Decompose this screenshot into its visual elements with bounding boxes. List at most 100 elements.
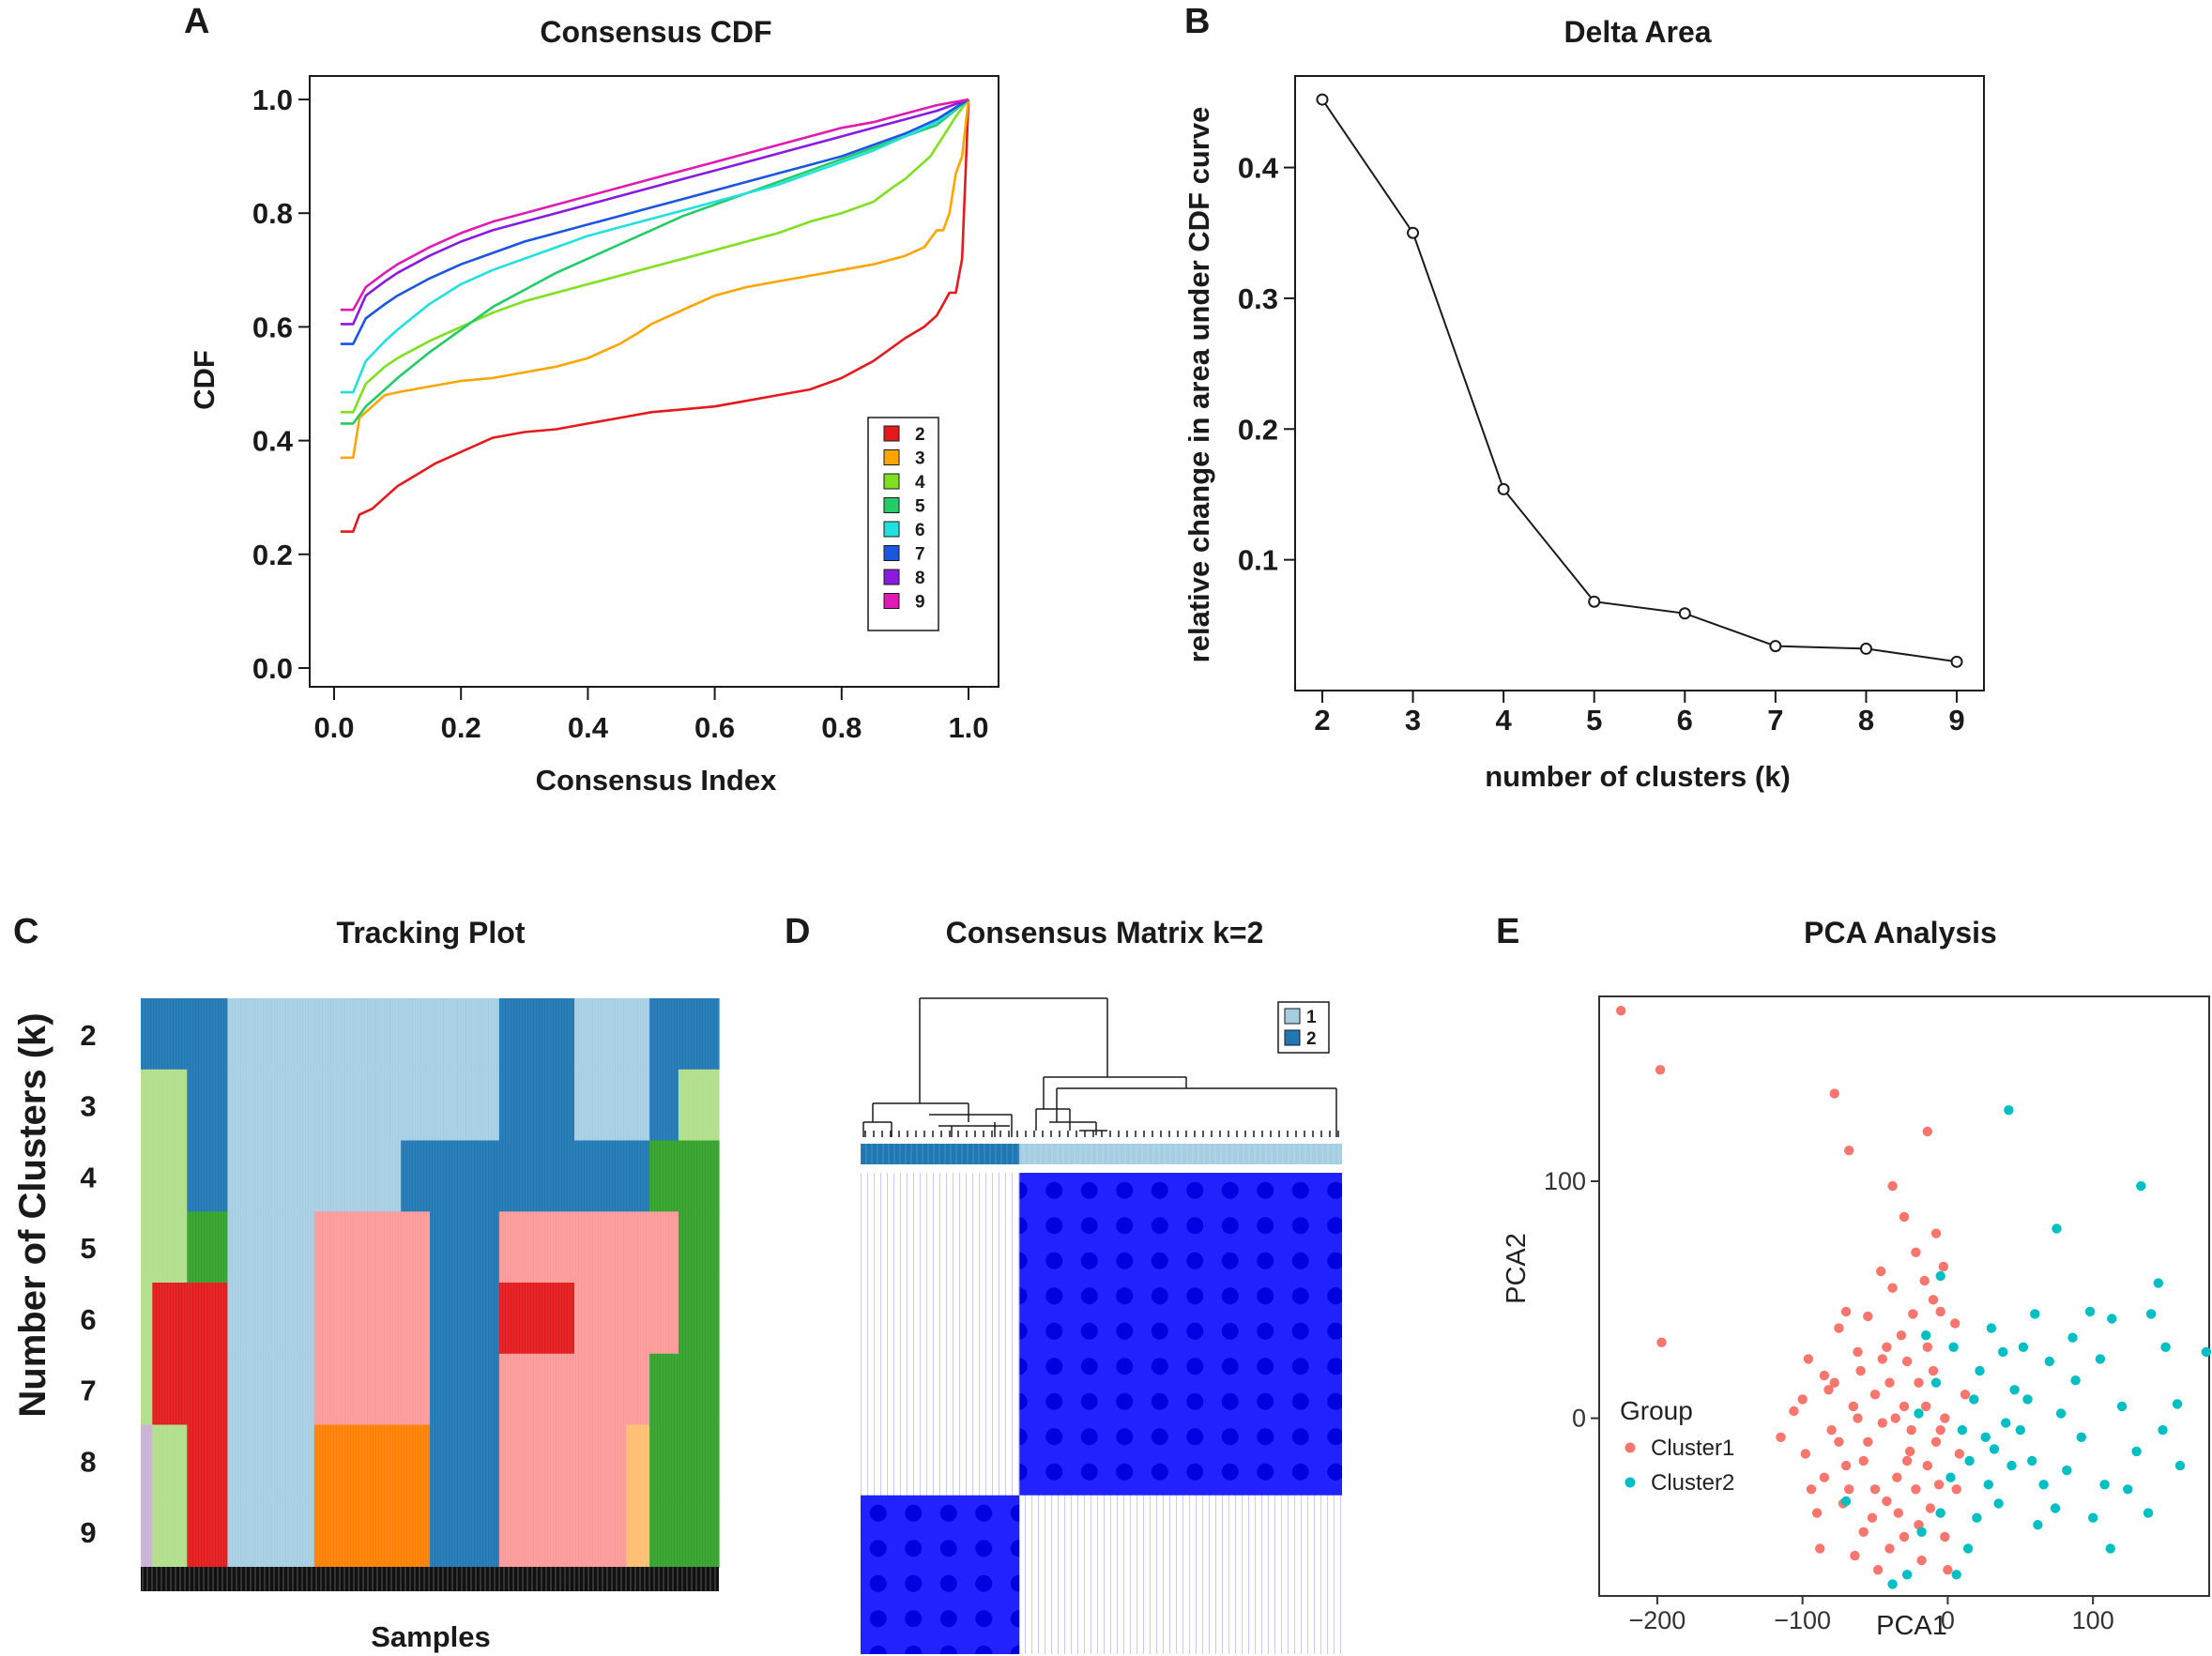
pca-point-cluster2 — [1962, 1543, 1974, 1554]
pca-point-cluster1 — [1863, 1311, 1873, 1322]
legend-swatch-k3 — [883, 449, 900, 465]
x-tick-label-a: 0.6 — [694, 711, 735, 744]
pca-point-cluster1 — [1616, 1006, 1626, 1016]
pca-point-cluster1 — [1930, 1228, 1942, 1238]
tracking-cell — [430, 1283, 500, 1355]
panel-label-e: E — [1496, 912, 1519, 951]
legend-swatch-k4 — [883, 473, 900, 490]
tracking-cell — [141, 1496, 153, 1568]
legend-label-2: 2 — [1306, 1029, 1317, 1049]
legend-label-k6: 6 — [915, 521, 925, 540]
pca-point-cluster2 — [1980, 1432, 1991, 1443]
pca-point-cluster2 — [1986, 1323, 1997, 1333]
pca-point-cluster1 — [1960, 1390, 1971, 1400]
panel-b: B Delta Area 0.1 0.2 0.3 0.4 2 3 4 5 6 7 8 9 numbe… — [1182, 2, 1985, 793]
pca-point-cluster2 — [2145, 1309, 2157, 1319]
legend-label-k3: 3 — [915, 449, 925, 469]
x-tick-label-b: 6 — [1677, 704, 1693, 737]
cdf-line-k4 — [340, 99, 970, 414]
row-label-k4: 4 — [80, 1161, 97, 1193]
pca-point-cluster2 — [1975, 1365, 1985, 1376]
pca-point-cluster1 — [1882, 1342, 1892, 1353]
tracking-cell — [285, 1283, 315, 1355]
tracking-cell — [498, 1283, 575, 1355]
tracking-cell — [678, 1211, 720, 1284]
pca-point-cluster2 — [2033, 1520, 2043, 1530]
pca-point-cluster1 — [1850, 1550, 1860, 1561]
pca-point-cluster1 — [1887, 1180, 1898, 1192]
pca-point-cluster2 — [1945, 1472, 1956, 1482]
pca-point-cluster2 — [2105, 1543, 2115, 1554]
tracking-cell — [626, 998, 650, 1071]
pca-point-cluster1 — [1869, 1484, 1881, 1495]
tracking-cell — [401, 1424, 431, 1496]
pca-point-cluster1 — [1950, 1318, 1960, 1329]
tracking-cell — [649, 1283, 679, 1355]
pca-point-cluster2 — [1972, 1512, 1982, 1523]
tracking-cell — [649, 1496, 679, 1568]
pca-point-cluster2 — [2050, 1503, 2061, 1513]
tracking-cell — [678, 1069, 720, 1142]
y-tick-label-a: 0.4 — [252, 425, 294, 458]
pca-point-cluster1 — [1914, 1377, 1924, 1388]
pca-point-cluster2 — [1998, 1346, 2008, 1358]
legend-swatch-k7 — [883, 545, 900, 561]
pca-point-cluster1 — [1908, 1309, 1918, 1319]
pca-point-cluster2 — [2022, 1394, 2033, 1405]
legend-label-1: 1 — [1306, 1008, 1317, 1027]
legend-swatch-2 — [1284, 1029, 1301, 1046]
panel-label-c: C — [13, 912, 38, 951]
row-label-k7: 7 — [80, 1375, 96, 1407]
tracking-cell — [401, 1140, 431, 1212]
chart-title-c: Tracking Plot — [337, 916, 526, 950]
pca-point-cluster2 — [1964, 1455, 1975, 1466]
pca-point-cluster2 — [2123, 1484, 2133, 1495]
delta-area-line — [1321, 99, 1958, 663]
pca-point-cluster2 — [2009, 1385, 2020, 1395]
x-tick-label-a: 0.0 — [313, 711, 354, 744]
pca-point-cluster1 — [1655, 1065, 1666, 1075]
tracking-cell — [401, 1353, 431, 1426]
row-label-k3: 3 — [80, 1090, 96, 1123]
x-axis-label-a: Consensus Index — [536, 764, 777, 797]
pca-point-cluster2 — [2015, 1425, 2025, 1436]
x-tick-label-b: 8 — [1858, 704, 1874, 737]
tracking-cell — [401, 1283, 431, 1355]
legend-label-k8: 8 — [915, 569, 925, 588]
ticks-e: −200 −100 0 100 0 100 — [1544, 1167, 2114, 1634]
pca-point-cluster2 — [2160, 1342, 2171, 1353]
pca-point-cluster2 — [2143, 1508, 2154, 1518]
pca-point-cluster1 — [1867, 1512, 1878, 1523]
tracking-cell — [401, 1496, 431, 1568]
tracking-cell — [187, 1424, 228, 1496]
pca-point-cluster1 — [1928, 1365, 1939, 1376]
tracking-grid — [141, 998, 720, 1568]
delta-point-k3 — [1407, 226, 1420, 239]
pca-point-cluster1 — [1656, 1337, 1667, 1348]
sample-bar-ticks — [142, 1567, 716, 1591]
pca-point-cluster2 — [1901, 1570, 1913, 1580]
pca-point-cluster2 — [1921, 1330, 1931, 1341]
pca-point-cluster1 — [1893, 1508, 1904, 1518]
pca-point-cluster2 — [2070, 1375, 2081, 1386]
legend-a: 2 3 4 5 6 7 8 9 — [867, 417, 939, 631]
pca-point-cluster2 — [2006, 1460, 2017, 1471]
pca-point-cluster1 — [1892, 1472, 1902, 1482]
pca-point-cluster1 — [1899, 1401, 1910, 1412]
pca-point-cluster1 — [1901, 1455, 1913, 1466]
pca-point-cluster1 — [1834, 1436, 1844, 1448]
pca-point-cluster1 — [1844, 1484, 1854, 1495]
tracking-cell — [574, 1211, 627, 1284]
pca-point-cluster2 — [1951, 1570, 1961, 1580]
tracking-cell — [574, 998, 627, 1071]
pca-point-cluster2 — [2067, 1332, 2078, 1343]
tracking-cell — [649, 998, 679, 1071]
pca-point-cluster2 — [2107, 1314, 2117, 1324]
pca-point-cluster2 — [2088, 1512, 2098, 1523]
tracking-cell — [227, 1283, 286, 1355]
pca-point-cluster2 — [2027, 1455, 2037, 1466]
y-tick-label-b: 0.4 — [1238, 152, 1279, 185]
x-tick-label-b: 9 — [1948, 704, 1964, 737]
y-tick-label-e: 100 — [1544, 1167, 1586, 1195]
